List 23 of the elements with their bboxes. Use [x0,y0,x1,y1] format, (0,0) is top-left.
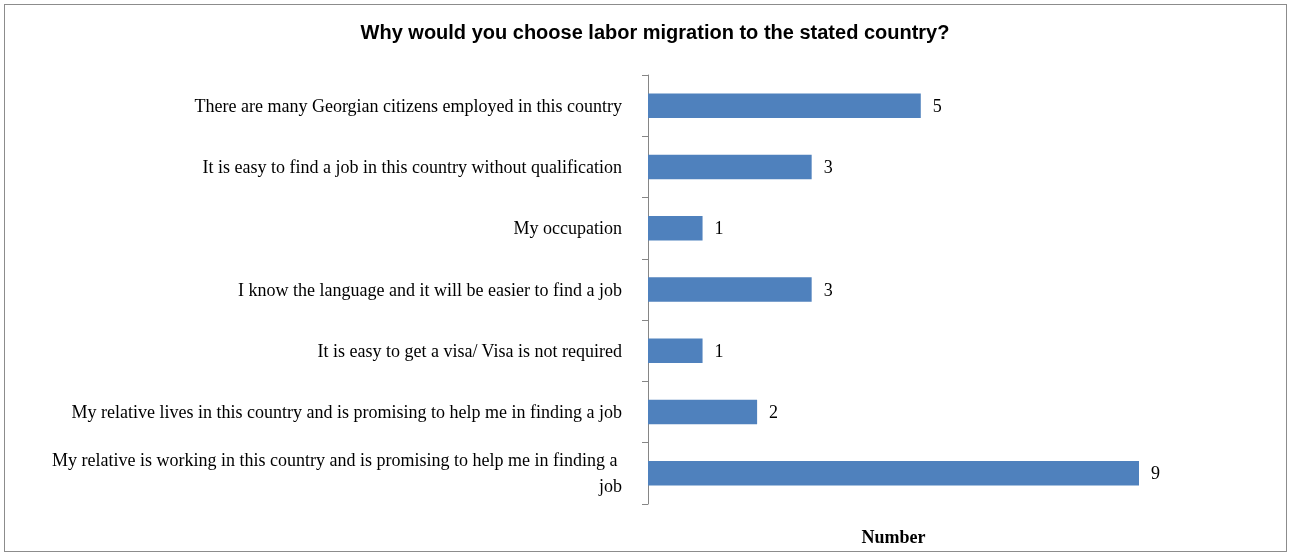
bar [648,399,758,425]
y-tick-label: It is easy to find a job in this country without qualification [202,156,622,177]
data-label: 9 [1151,463,1160,484]
bar [648,93,921,118]
bar [648,154,812,180]
bar [648,215,703,241]
y-tick-label: My relative is working in this country and is promising to help me in finding a job [52,450,622,497]
data-label: 5 [932,95,942,116]
y-tick-label: There are many Georgian citizens employed in this country [194,95,622,116]
y-tick-label: I know the language and it will be easier to find a job [238,279,622,300]
bar [648,338,703,364]
data-label: 1 [714,340,724,361]
bar [648,461,1139,486]
y-tick-label: My relative lives in this country and is promising to help me in finding a job [71,402,622,423]
data-label: 3 [823,156,833,177]
data-label: 2 [769,402,779,423]
chart-title: Why would you choose labor migration to the stated country? [360,21,950,43]
y-tick-label: It is easy to get a visa/ Visa is not required [317,340,622,361]
bar [648,277,812,302]
data-label: 1 [714,218,724,239]
x-axis-title: Number [861,527,926,547]
data-label: 3 [823,279,833,300]
y-tick-label: My occupation [513,218,622,239]
